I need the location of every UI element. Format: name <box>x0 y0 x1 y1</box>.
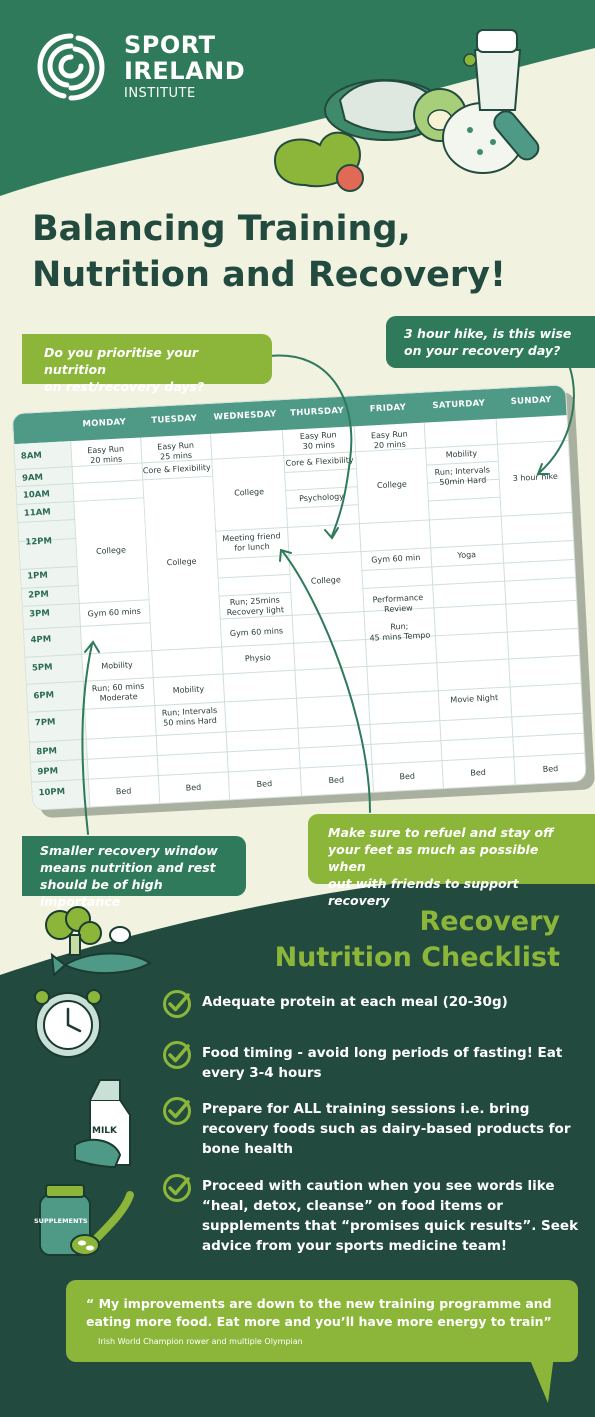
checklist-item: Prepare for ALL training sessions i.e. b… <box>162 1097 592 1159</box>
checklist-item: Adequate protein at each meal (20-30g) <box>162 990 592 1019</box>
callout-line: out with friends to support recovery <box>328 876 519 908</box>
grid-line <box>29 712 585 743</box>
thursday-psychology: Psychology <box>298 491 345 504</box>
wednesday-gym: Gym 60 mins <box>229 626 284 639</box>
grid-line <box>25 627 580 658</box>
checklist-title-line-2: Nutrition Checklist <box>274 942 560 973</box>
tuesday-easy-run: Easy Run 25 mins <box>157 440 195 462</box>
title-line-1: Balancing Training, <box>32 209 411 249</box>
friday-bed: Bed <box>399 771 416 782</box>
checkmark-icon <box>163 1097 191 1125</box>
checklist-item-text: Prepare for ALL training sessions i.e. b… <box>202 1101 571 1157</box>
sunday-bed: Bed <box>542 764 559 774</box>
title-line-2: Nutrition and Recovery! <box>32 255 506 295</box>
clock-icon <box>34 989 102 1058</box>
callout-line: means nutrition and rest <box>40 860 216 875</box>
swirl-logo-icon <box>37 33 105 101</box>
quote-tail <box>528 1355 554 1403</box>
checkmark-icon <box>163 1041 191 1069</box>
sport-ireland-logo: SPORT IRELAND INSTITUTE <box>34 30 245 104</box>
checkmark-icon <box>163 990 191 1018</box>
checklist-item: Proceed with caution when you see words … <box>162 1174 592 1256</box>
milk-carton-icon: MILK <box>74 1079 131 1169</box>
friday-easy-run: Easy Run 20 mins <box>370 429 408 451</box>
checklist-title-line-1: Recovery <box>419 906 560 937</box>
nutrition-illustrations: MILK SUPPLEMENTS <box>34 906 152 1256</box>
monday-run-moderate: Run; 60 mins Moderate <box>91 681 145 703</box>
wednesday-meeting-friend: Meeting friend for lunch <box>222 531 281 553</box>
wednesday-recovery-run: Run; 25mins Recovery light <box>226 595 285 618</box>
callout-line: should be of high importance <box>40 877 163 909</box>
checklist-title: Recovery Nutrition Checklist <box>230 904 560 976</box>
callout-line: Smaller recovery window <box>40 843 218 858</box>
saturday-run-intervals: Run; Intervals 50min Hard <box>434 465 491 487</box>
friday-performance-review: Performance Review <box>372 592 424 614</box>
saturday-mobility: Mobility <box>445 448 478 460</box>
header-background <box>0 0 595 196</box>
thursday-bed: Bed <box>328 775 345 786</box>
callout-line: Make sure to refuel and stay off <box>328 825 554 840</box>
milk-label: MILK <box>92 1126 118 1136</box>
callout-hike: 3 hour hike, is this wise on your recove… <box>386 316 595 368</box>
supplements-label: SUPPLEMENTS <box>34 1217 88 1225</box>
thursday-easy-run: Easy Run 30 mins <box>299 430 337 451</box>
logo-word-institute: INSTITUTE <box>124 86 196 101</box>
tuesday-bed: Bed <box>185 782 202 793</box>
callout-line: 3 hour hike, is this wise <box>404 326 572 341</box>
supplements-jar-icon: SUPPLEMENTS <box>34 1184 134 1256</box>
callout-recovery-window: Smaller recovery window means nutrition … <box>22 836 246 909</box>
callout-line: on your recovery day? <box>404 343 561 358</box>
timetable-card: MONDAY TUESDAY WEDNESDAY THURSDAY FRIDAY… <box>11 384 587 811</box>
logo-word-ireland: IRELAND <box>124 57 246 85</box>
saturday-bed: Bed <box>470 767 487 778</box>
friday-gym: Gym 60 min <box>371 553 421 565</box>
callout-refuel: Make sure to refuel and stay off your fe… <box>308 814 595 908</box>
tuesday-mobility: Mobility <box>172 684 205 696</box>
checklist-item: Food timing - avoid long periods of fast… <box>162 1041 592 1083</box>
monday-easy-run: Easy Run 20 mins <box>87 444 125 466</box>
page-title: Balancing Training, Nutrition and Recove… <box>32 206 552 298</box>
weekly-timetable: MONDAY TUESDAY WEDNESDAY THURSDAY FRIDAY… <box>11 383 595 822</box>
tuesday-core-flexibility: Core & Flexibility <box>142 462 212 476</box>
tuesday-run-intervals: Run; Intervals 50 mins Hard <box>161 705 218 728</box>
checklist-item-text: Adequate protein at each meal (20-30g) <box>202 994 508 1010</box>
wednesday-physio: Physio <box>244 652 271 664</box>
monday-mobility: Mobility <box>101 660 133 671</box>
healthy-food-illustration <box>273 29 540 192</box>
callout-line: your feet as much as possible when <box>328 842 539 874</box>
monday-bed: Bed <box>115 786 132 797</box>
athlete-quote: “ My improvements are down to the new tr… <box>66 1280 578 1362</box>
saturday-movie-night: Movie Night <box>450 693 499 705</box>
checkmark-icon <box>163 1174 191 1202</box>
quote-attribution: Irish World Champion rower and multiple … <box>98 1337 303 1346</box>
logo-word-sport: SPORT <box>124 31 216 59</box>
monday-gym: Gym 60 mins <box>87 606 142 619</box>
callout-line: Do you prioritise your nutrition <box>44 345 199 377</box>
callout-rest-days: Do you prioritise your nutrition on rest… <box>22 334 272 394</box>
broccoli-fish-icon <box>45 906 152 978</box>
friday-tempo-run: Run; 45 mins Tempo <box>369 621 431 643</box>
saturday-yoga: Yoga <box>457 550 477 561</box>
checklist-item-text: Proceed with caution when you see words … <box>202 1178 579 1254</box>
callout-line: on rest/recovery days? <box>44 379 205 394</box>
thursday-core-flexibility: Core & Flexibility <box>285 455 354 468</box>
quote-text: “ My improvements are down to the new tr… <box>86 1296 552 1329</box>
wednesday-bed: Bed <box>256 779 273 789</box>
checklist-item-text: Food timing - avoid long periods of fast… <box>202 1045 563 1081</box>
